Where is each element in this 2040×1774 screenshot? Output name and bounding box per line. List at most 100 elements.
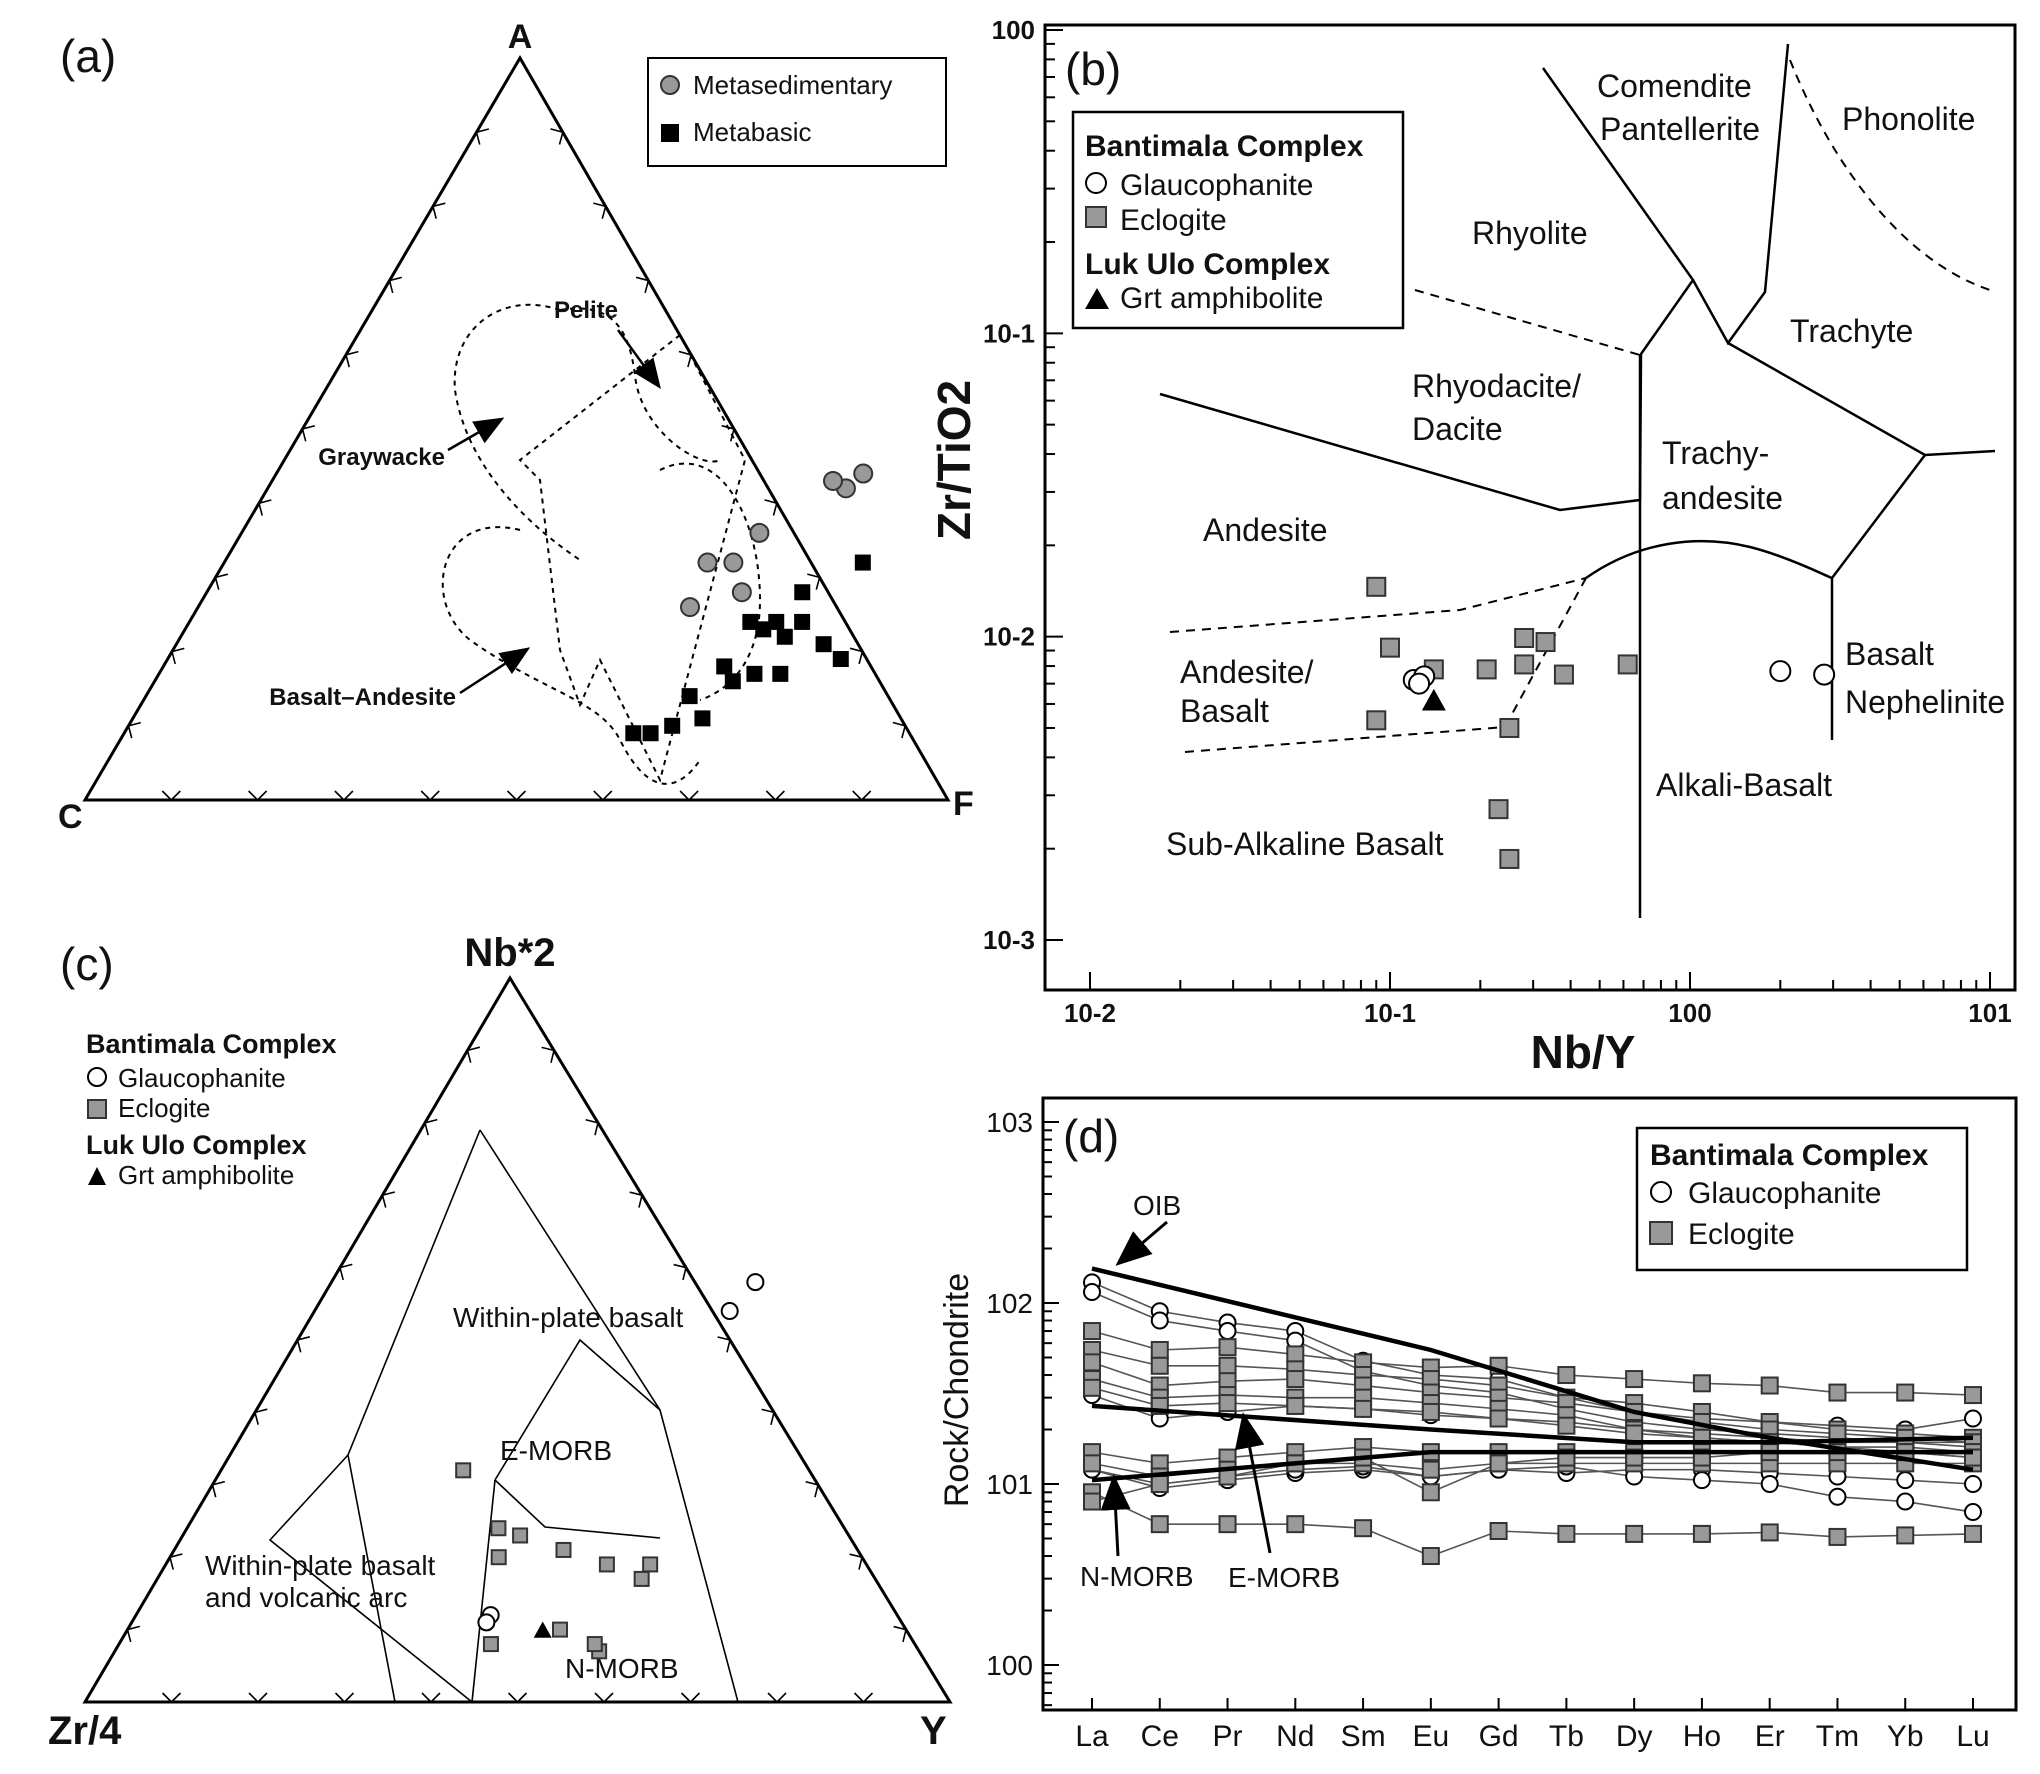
eclogite-point <box>1083 1353 1101 1372</box>
ree-pattern-line <box>1091 1468 1974 1489</box>
panel-b-field-labels: Comendite Pantellerite Phonolite Rhyolit… <box>1166 68 2005 862</box>
legend-c-glaucophanite: Glaucophanite <box>118 1063 286 1093</box>
glaucophanite-point <box>1964 1475 1982 1493</box>
glaucophanite-point <box>1218 1322 1237 1341</box>
ree-pattern-line <box>1091 1361 1974 1444</box>
legend-c-eclogite-marker <box>87 1099 107 1119</box>
x-tick-label: Lu <box>1956 1720 1989 1753</box>
eclogite-point <box>1366 710 1387 731</box>
tick-mark <box>678 350 693 368</box>
eclogite-point <box>1421 1402 1440 1421</box>
tick-mark <box>424 1118 438 1136</box>
glaucophanite-point <box>1083 1283 1101 1302</box>
eclogite-point <box>642 1556 659 1573</box>
field-trachy: Trachy- <box>1662 435 1769 471</box>
panel-d-reference-labels: OIB N-MORB E-MORB <box>1080 1190 1340 1593</box>
tick-mark <box>211 1480 226 1498</box>
legend-d-glaucophanite-marker <box>1650 1181 1672 1203</box>
eclogite-point <box>1354 1399 1373 1418</box>
y-tick-label: 103 <box>986 1107 1033 1138</box>
tick-mark <box>475 128 490 145</box>
eclogite-point <box>1617 654 1638 675</box>
panel-d-ylabel: Rock/Chondrite <box>938 1273 976 1507</box>
field-e-morb: E-MORB <box>500 1435 612 1466</box>
eclogite-point <box>1218 1356 1237 1375</box>
eclogite-point <box>1625 1424 1644 1443</box>
legend-c-glaucophanite-marker <box>87 1067 107 1087</box>
x-tick-label: 10-2 <box>1064 998 1116 1028</box>
tick-mark <box>767 1692 787 1704</box>
x-tick-label: Tb <box>1549 1720 1584 1753</box>
reference-oib-line <box>1091 1266 1974 1472</box>
legend-metabasic: Metabasic <box>693 117 812 147</box>
tick-mark <box>673 1263 687 1281</box>
eclogite-point <box>1828 1383 1847 1402</box>
panel-b-dashed-boundaries <box>1169 59 1991 753</box>
glaucophanite-point <box>720 1302 739 1321</box>
panel-c-points <box>455 1273 765 1660</box>
panel-d-series <box>1083 1273 1982 1566</box>
legend-metasedimentary: Metasedimentary <box>693 70 892 100</box>
glaucophanite-point <box>1760 1475 1779 1493</box>
eclogite-point <box>1499 848 1520 869</box>
panel-d: (d) Rock/Chondrite 100 101 102 103 La Ce Pr Nd S… <box>938 1096 2018 1753</box>
metabasic-point <box>768 613 785 630</box>
tick-mark <box>381 1191 396 1208</box>
tick-mark <box>593 202 607 219</box>
y-tick-label: 102 <box>986 1288 1033 1319</box>
x-tick-label: Pr <box>1213 1720 1243 1753</box>
tick-mark <box>334 790 354 802</box>
tick-mark <box>432 202 446 219</box>
eclogite-point <box>1421 1460 1440 1479</box>
tick-mark <box>853 1692 874 1704</box>
metabasic-point <box>772 665 789 682</box>
tick-mark <box>506 790 527 802</box>
grt-amphibolite-point <box>533 1621 552 1638</box>
glaucophanite-point <box>1692 1471 1711 1490</box>
legend-d-eclogite-marker <box>1649 1221 1673 1245</box>
y-tick-label: 10-1 <box>983 318 1035 348</box>
glaucophanite-point <box>746 1273 765 1292</box>
panel-b-legend <box>1071 110 1405 330</box>
eclogite-point <box>1083 1378 1101 1397</box>
eclogite-point <box>1286 1345 1305 1364</box>
eclogite-point <box>1489 1454 1508 1473</box>
eclogite-point <box>1218 1338 1237 1357</box>
legend-c-grt: Grt amphibolite <box>118 1160 294 1190</box>
metabasic-point <box>794 584 811 601</box>
x-tick-label: Ho <box>1683 1720 1721 1753</box>
tick-mark <box>629 1191 643 1208</box>
x-tick-label: 101 <box>1968 998 2011 1028</box>
metabasic-point <box>625 725 642 742</box>
panel-d-legend <box>1635 1126 1969 1272</box>
glaucophanite-point <box>1828 1487 1847 1506</box>
eclogite-point <box>1354 1519 1373 1538</box>
panel-c-ticks <box>126 1046 907 1704</box>
tick-mark <box>388 276 403 294</box>
eclogite-point <box>1553 664 1574 685</box>
tick-mark <box>254 1408 268 1425</box>
field-andesite-basalt-2: Basalt <box>1180 693 1269 729</box>
x-tick-label: Eu <box>1412 1720 1449 1753</box>
eclogite-point <box>1499 717 1520 738</box>
panel-a-label: (a) <box>60 30 116 82</box>
tick-mark <box>339 1263 353 1281</box>
tick-mark <box>585 1119 599 1136</box>
legend-c-group2-title: Luk Ulo Complex <box>86 1130 307 1160</box>
glaucophanite-point <box>1769 660 1792 683</box>
legend-metabasic-marker <box>661 124 679 142</box>
field-rhyodacite: Rhyodacite/ <box>1412 368 1581 404</box>
eclogite-point <box>1083 1454 1101 1473</box>
panel-c-vertex-top: Nb*2 <box>464 931 555 975</box>
metabasic-point <box>664 717 681 734</box>
metasedimentary-point <box>680 597 701 618</box>
tick-mark <box>161 1692 182 1704</box>
eclogite-point <box>1366 576 1387 597</box>
eclogite-point <box>1150 1340 1169 1359</box>
x-tick-label: Er <box>1755 1720 1785 1753</box>
panel-d-axes: 100 101 102 103 La Ce Pr Nd Sm Eu Gd Tb Dy Ho Er Tm Yb Lu <box>986 1107 1989 1753</box>
panel-b-frame <box>1043 23 2017 992</box>
panel-b-field-boundaries <box>1159 43 1996 918</box>
tick-mark <box>345 350 359 368</box>
legend-c-group1-title: Bantimala Complex <box>86 1029 337 1059</box>
